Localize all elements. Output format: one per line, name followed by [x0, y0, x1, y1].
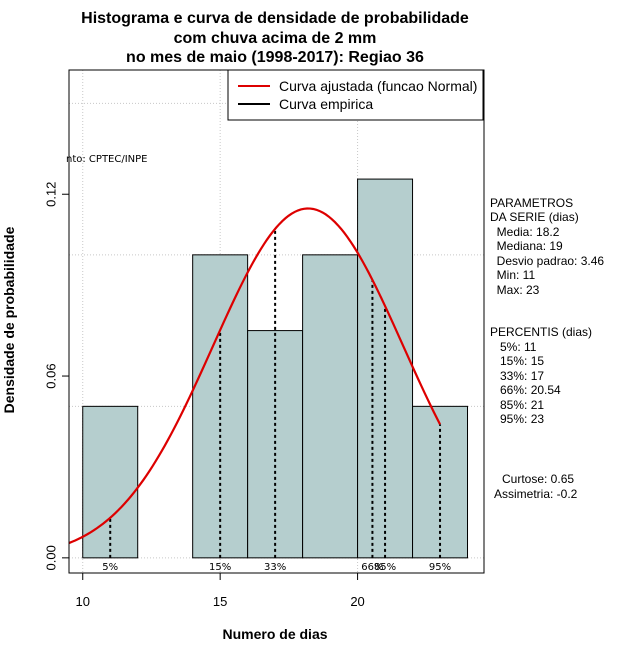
normal-curve-path [68, 207, 442, 545]
percentile-label: 95% [429, 562, 451, 573]
chart-title-line-1: Histograma e curva de densidade de proba… [81, 10, 469, 27]
percentile-stat-line: 85%: 21 [490, 398, 544, 412]
percentile-lines: 5% 15% 33% 66%85% 95% [102, 228, 451, 573]
param-line: DA SERIE (dias) [490, 210, 579, 224]
histogram-bar [82, 405, 139, 559]
x-tick-label: 15 [213, 594, 227, 609]
y-axis-label: Densidade de probabilidade [1, 226, 17, 413]
percentile-label: 5% [102, 562, 118, 573]
percentile-stat-line: 95%: 23 [490, 412, 544, 426]
param-line: Max: 23 [490, 283, 540, 297]
param-line: Min: 11 [490, 268, 535, 282]
param-line: PARAMETROS [490, 196, 573, 210]
axes: 10 15 20 0.00 0.06 0.12 [44, 69, 485, 609]
normal-curve [68, 207, 442, 545]
percentile-label: 15% [209, 562, 231, 573]
legend-box [227, 69, 484, 121]
percentile-label: 33% [264, 562, 286, 573]
assimetria-line: Assimetria: -0.2 [494, 487, 578, 501]
y-tick-label: 0.12 [44, 182, 59, 207]
chart-title-line-2: com chuva acima de 2 mm [174, 30, 377, 47]
param-line: Desvio padrao: 3.46 [490, 254, 604, 268]
percentile-label: 85% [374, 562, 396, 573]
percentile-stat-line: 33%: 17 [490, 369, 544, 383]
legend-label-empirical: Curva empirica [279, 96, 373, 112]
percentile-label: 66% [361, 562, 383, 573]
percentile-stat-line: PERCENTIS (dias) [490, 325, 592, 339]
percentile-stat-line: 66%: 20.54 [490, 383, 561, 397]
histogram-bar [357, 178, 414, 559]
stats-panel: PARAMETROS DA SERIE (dias) Media: 18.2 M… [490, 196, 604, 501]
y-tick-label: 0.06 [44, 363, 59, 388]
param-line: Media: 18.2 [490, 225, 560, 239]
percentile-stat-line: 15%: 15 [490, 354, 544, 368]
x-axis-label: Numero de dias [222, 626, 327, 642]
source-note: nto: CPTEC/INPE [66, 154, 148, 165]
legend-label-fitted: Curva ajustada (funcao Normal) [279, 78, 477, 94]
x-tick-label: 10 [76, 594, 90, 609]
curtose-line: Curtose: 0.65 [502, 472, 574, 486]
y-tick-label: 0.00 [44, 545, 59, 570]
param-line: Mediana: 19 [490, 239, 563, 253]
legend: Curva ajustada (funcao Normal) Curva emp… [227, 69, 484, 121]
percentile-stat-line: 5%: 11 [490, 340, 537, 354]
x-tick-label: 20 [350, 594, 364, 609]
chart-title-line-3: no mes de maio (1998-2017): Regiao 36 [126, 49, 424, 66]
histogram-bar [302, 254, 359, 559]
